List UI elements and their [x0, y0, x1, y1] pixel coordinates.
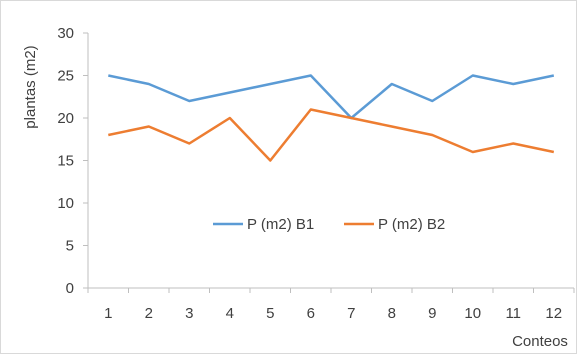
- x-tick-label: 11: [505, 305, 521, 322]
- series-line-b1: [108, 74, 555, 120]
- y-tick-label: 5: [66, 238, 74, 255]
- y-tick-label: 25: [57, 68, 74, 85]
- x-tick-label: 2: [145, 305, 153, 322]
- legend-label: P (m2) B1: [247, 216, 314, 233]
- x-tick-label: 6: [307, 305, 315, 322]
- legend-label: P (m2) B2: [378, 216, 445, 233]
- x-tick-label: 1: [104, 305, 112, 322]
- y-tick-label: 15: [57, 153, 74, 170]
- x-tick-label: 12: [545, 305, 562, 322]
- y-tick-label: 0: [66, 280, 74, 297]
- x-axis: 1 2 3 4 5 6 7 8 9 10 11 12: [87, 287, 575, 322]
- y-axis: 0 5 10 15 20 25 30: [57, 25, 89, 297]
- series-line-b2: [108, 108, 555, 162]
- x-axis-label: Conteos: [512, 333, 568, 350]
- x-tick-label: 9: [428, 305, 436, 322]
- x-tick-label: 8: [388, 305, 396, 322]
- series-lines: [108, 74, 555, 162]
- x-tick-label: 5: [266, 305, 274, 322]
- x-tick-label: 3: [185, 305, 193, 322]
- y-axis-label: plantas (m2): [22, 45, 39, 128]
- x-tick-label: 7: [347, 305, 355, 322]
- y-tick-label: 10: [57, 195, 74, 212]
- x-tick-label: 4: [226, 305, 234, 322]
- y-tick-label: 30: [57, 25, 74, 42]
- x-tick-label: 10: [464, 305, 481, 322]
- legend: P (m2) B1 P (m2) B2: [213, 216, 445, 233]
- y-tick-label: 20: [57, 110, 74, 127]
